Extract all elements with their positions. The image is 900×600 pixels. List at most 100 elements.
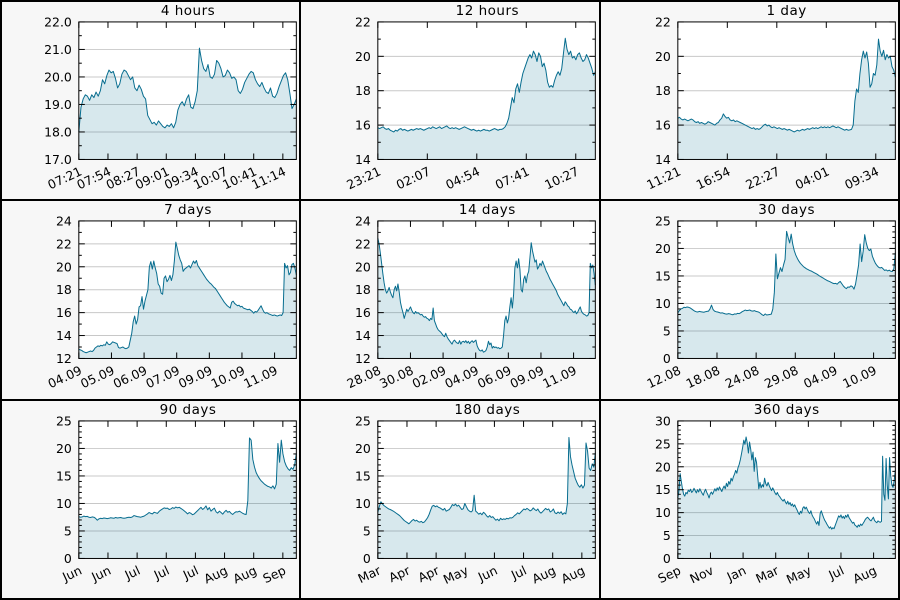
svg-text:25: 25 (655, 214, 671, 229)
svg-text:12: 12 (56, 351, 72, 366)
chart-30-days: 0 5 10 15 20 25 12.08 18.08 24.08 29.08 04.09 10.09 (644, 214, 896, 392)
svg-text:Apr: Apr (387, 562, 414, 585)
svg-text:04.09: 04.09 (801, 363, 840, 392)
svg-text:25: 25 (355, 413, 371, 428)
svg-text:20: 20 (655, 459, 671, 474)
svg-text:11:21: 11:21 (644, 164, 683, 193)
svg-text:15: 15 (56, 468, 72, 483)
chart-title-7-days: 7 days (164, 202, 212, 219)
svg-text:24.08: 24.08 (722, 363, 761, 392)
svg-text:30: 30 (655, 413, 671, 428)
chart-panel-30-days: 30 days 0 5 10 15 20 25 12.08 18.08 24.08 29.08 04… (599, 200, 899, 400)
svg-text:22: 22 (655, 14, 671, 29)
svg-text:14: 14 (355, 328, 371, 343)
svg-text:5: 5 (663, 324, 671, 339)
svg-text:11.09: 11.09 (241, 363, 280, 392)
svg-text:Apr: Apr (416, 562, 443, 585)
svg-text:07:41: 07:41 (493, 164, 532, 193)
svg-text:02:07: 02:07 (394, 164, 433, 193)
chart-title-14-days: 14 days (458, 202, 516, 219)
svg-text:Aug: Aug (201, 562, 229, 586)
chart-title-12-hours: 12 hours (455, 3, 520, 19)
svg-text:Nov: Nov (687, 562, 715, 586)
svg-text:16:54: 16:54 (693, 164, 732, 193)
svg-text:15: 15 (655, 482, 671, 497)
chart-12-hours: 14 16 18 20 22 23:21 02:07 04:54 07:41 10:27 (345, 14, 597, 193)
chart-panel-1-day: 1 day 14 16 18 20 22 11:21 16:54 22:27 04:01 09:3… (599, 1, 899, 201)
chart-title-4-hours: 4 hours (160, 3, 216, 19)
svg-text:Aug: Aug (850, 562, 878, 586)
svg-text:10: 10 (655, 296, 671, 311)
svg-text:16: 16 (56, 305, 72, 320)
svg-text:14: 14 (355, 152, 371, 167)
svg-text:16: 16 (355, 118, 371, 133)
svg-text:Sep: Sep (260, 562, 288, 586)
svg-text:25: 25 (56, 413, 72, 428)
svg-text:16: 16 (655, 118, 671, 133)
chart-panel-90-days: 90 days 0 5 10 15 20 25 Jun Jun Jul Jul Jul Aug Aug S… (1, 399, 301, 599)
chart-panel-14-days: 14 days 12 14 16 18 20 22 24 28.08 30.08 02.09 04.… (300, 200, 600, 400)
chart-1-day: 14 16 18 20 22 11:21 16:54 22:27 04:01 09:34 (644, 14, 896, 193)
svg-text:20: 20 (655, 241, 671, 256)
svg-text:12.08: 12.08 (644, 363, 683, 392)
chart-7-days: 1214161820222404.0905.0906.0907.0909.091… (45, 214, 297, 392)
chart-title-1-day: 1 day (766, 3, 807, 19)
svg-text:20: 20 (355, 260, 371, 275)
svg-text:0: 0 (663, 351, 671, 366)
svg-text:20: 20 (355, 49, 371, 64)
chart-360-days: 0 5 10 15 20 25 30 Sep Nov Jan Mar May Jul Aug (655, 413, 896, 587)
svg-text:20: 20 (56, 441, 72, 456)
chart-title-90-days: 90 days (159, 401, 217, 418)
svg-text:19.0: 19.0 (44, 97, 72, 112)
svg-text:11:14: 11:14 (249, 164, 288, 193)
svg-text:14: 14 (56, 328, 72, 343)
svg-text:10: 10 (655, 505, 671, 520)
svg-text:14: 14 (655, 152, 671, 167)
svg-text:18: 18 (655, 83, 671, 98)
svg-text:04:54: 04:54 (443, 164, 482, 193)
svg-text:18.0: 18.0 (44, 124, 72, 139)
svg-text:Jun: Jun (88, 562, 113, 584)
svg-text:Aug: Aug (231, 562, 259, 586)
svg-text:20: 20 (56, 260, 72, 275)
svg-text:10: 10 (56, 496, 72, 511)
svg-text:Jan: Jan (723, 562, 748, 584)
chart-panel-7-days: 7 days 12 14 16 18 20 22 24 04.09 05.09 06.09 07.0… (1, 200, 301, 400)
svg-text:18: 18 (355, 83, 371, 98)
svg-text:Aug: Aug (530, 562, 558, 586)
svg-text:16: 16 (355, 305, 371, 320)
svg-text:22: 22 (355, 14, 371, 29)
svg-text:22: 22 (56, 237, 72, 252)
svg-text:5: 5 (663, 528, 671, 543)
svg-text:20.0: 20.0 (44, 69, 72, 84)
svg-text:24: 24 (355, 214, 371, 229)
chart-14-days: 1214161820222428.0830.0802.0904.0906.090… (345, 214, 597, 392)
svg-text:10:27: 10:27 (542, 164, 581, 193)
svg-text:5: 5 (64, 523, 72, 538)
svg-text:May: May (784, 562, 814, 586)
chart-title-180-days: 180 days (454, 401, 521, 418)
svg-text:Jun: Jun (475, 562, 500, 584)
svg-text:Jul: Jul (825, 562, 846, 582)
svg-text:04:01: 04:01 (792, 164, 831, 193)
svg-text:15: 15 (355, 468, 371, 483)
svg-text:22: 22 (355, 237, 371, 252)
svg-text:Jul: Jul (508, 562, 529, 582)
svg-text:18.08: 18.08 (683, 363, 722, 392)
chart-4-hours: 17.018.019.020.021.022.007:2107:5408:270… (44, 14, 297, 193)
chart-title-360-days: 360 days (753, 401, 820, 418)
svg-text:20: 20 (655, 49, 671, 64)
svg-text:Mar: Mar (753, 562, 781, 586)
svg-text:0: 0 (363, 551, 371, 566)
svg-text:5: 5 (363, 523, 371, 538)
svg-text:Jul: Jul (180, 562, 201, 582)
svg-text:0: 0 (663, 551, 671, 566)
svg-text:10: 10 (355, 496, 371, 511)
svg-text:18: 18 (355, 283, 371, 298)
svg-text:21.0: 21.0 (44, 42, 72, 57)
svg-text:22.0: 22.0 (44, 14, 72, 29)
svg-text:22:27: 22:27 (743, 164, 782, 193)
